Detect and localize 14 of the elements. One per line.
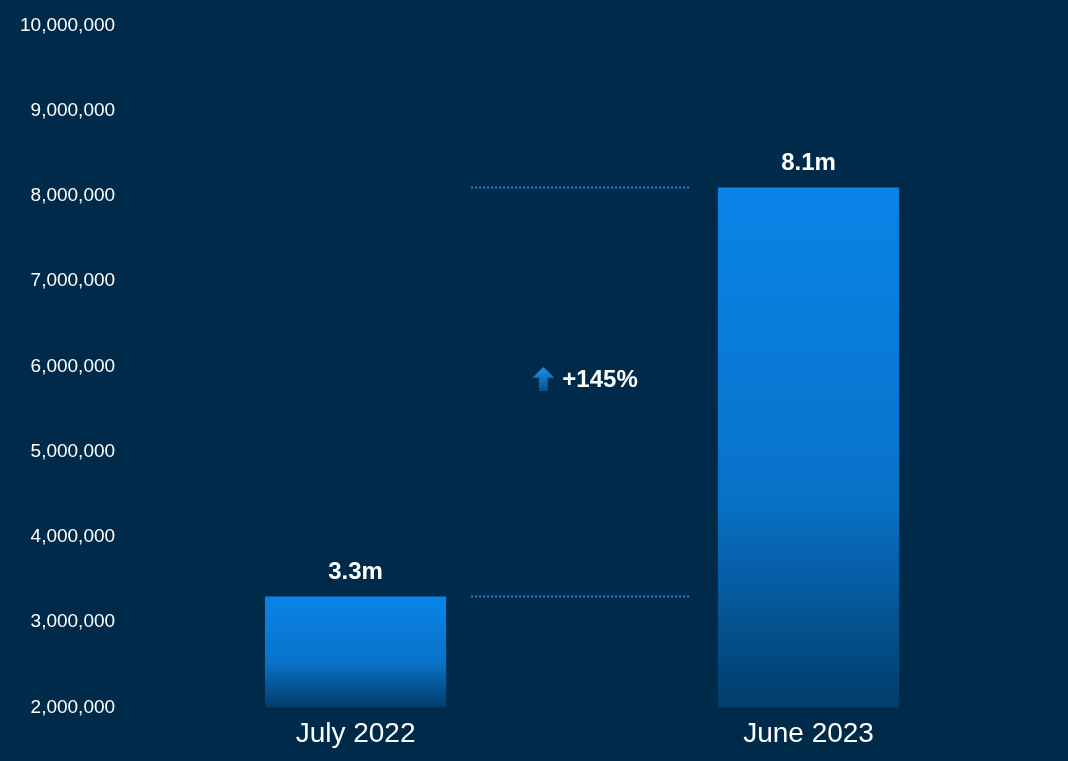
- y-tick-label: 9,000,000: [30, 98, 116, 120]
- x-tick-label: July 2022: [295, 716, 416, 748]
- y-tick-label: 7,000,000: [30, 269, 116, 291]
- annotation: +145%: [562, 364, 638, 392]
- y-tick-label: 5,000,000: [30, 439, 116, 461]
- y-tick-label: 3,000,000: [30, 610, 116, 632]
- y-tick-label: 4,000,000: [30, 525, 116, 547]
- y-tick-label: 10,000,000: [20, 13, 116, 35]
- data-label: 8.1m: [781, 148, 836, 175]
- data-label: 3.3m: [328, 557, 383, 585]
- x-tick-label: June 2023: [743, 716, 874, 748]
- y-tick-label: 2,000,000: [30, 695, 116, 717]
- y-tick-label: 8,000,000: [30, 184, 116, 206]
- y-tick-label: 6,000,000: [30, 354, 116, 376]
